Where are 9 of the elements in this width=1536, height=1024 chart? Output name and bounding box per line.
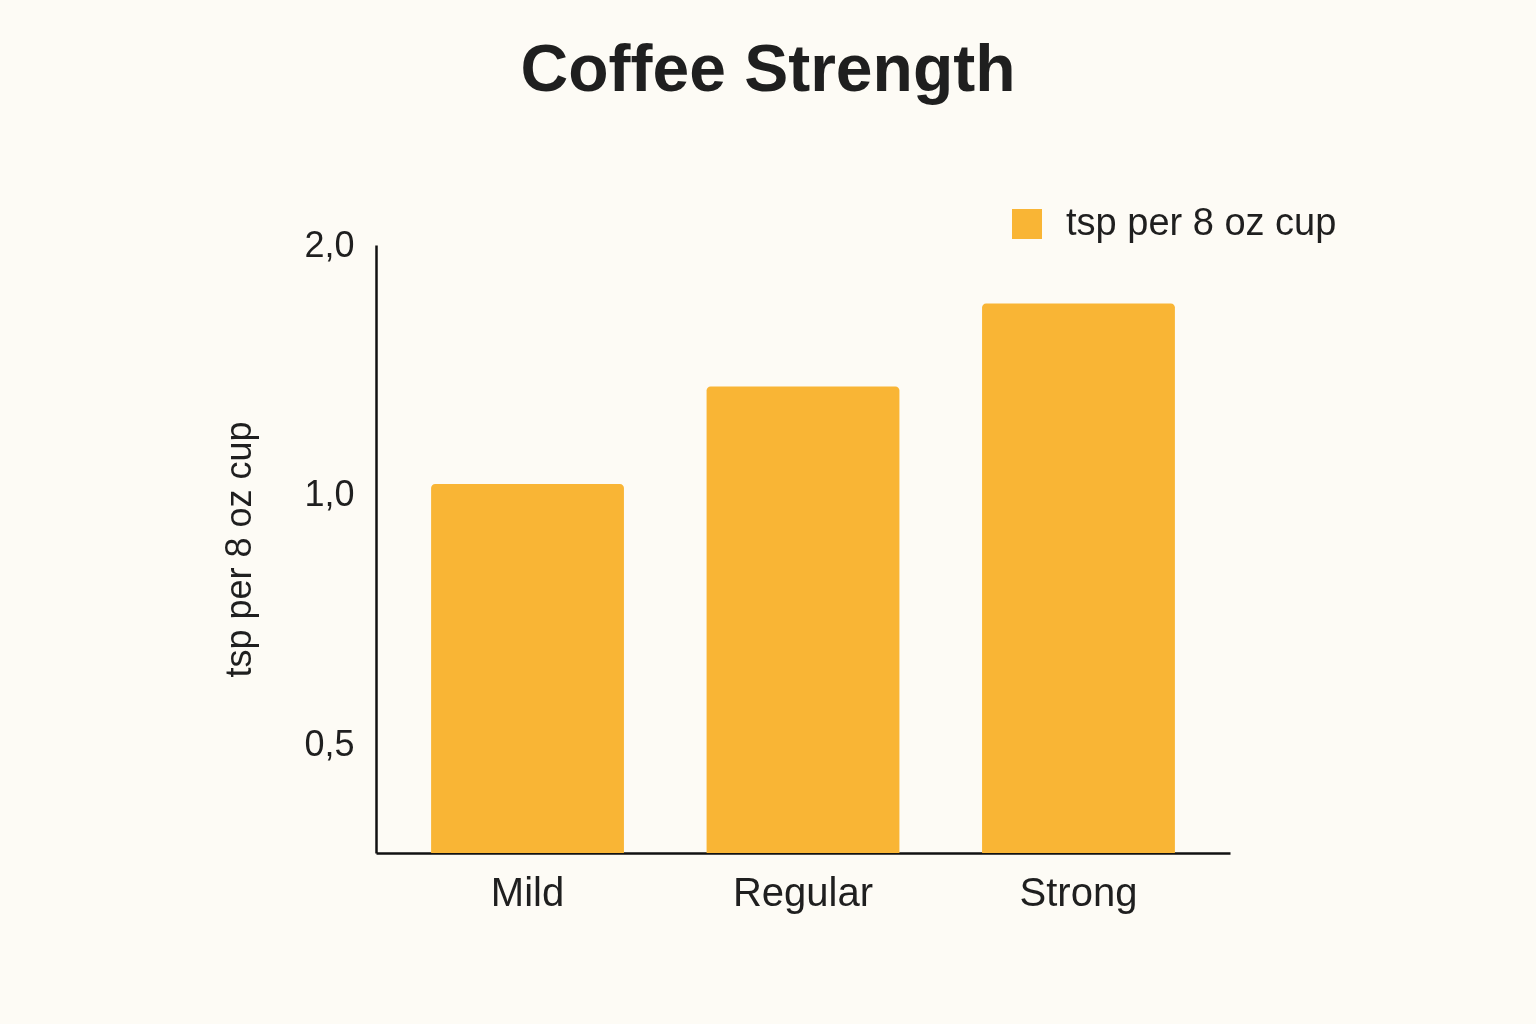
legend-label: tsp per 8 oz cup — [1066, 201, 1337, 243]
y-tick-label: 1,0 — [304, 473, 355, 515]
y-tick-label: 2,0 — [304, 223, 355, 265]
x-tick-label: Mild — [490, 869, 565, 914]
x-tick-label: Strong — [1019, 869, 1138, 914]
chart-title: Coffee Strength — [520, 31, 1016, 105]
y-axis-title: tsp per 8 oz cup — [218, 421, 260, 678]
x-tick-label: Regular — [732, 869, 874, 914]
y-tick-label: 0,5 — [304, 723, 355, 765]
